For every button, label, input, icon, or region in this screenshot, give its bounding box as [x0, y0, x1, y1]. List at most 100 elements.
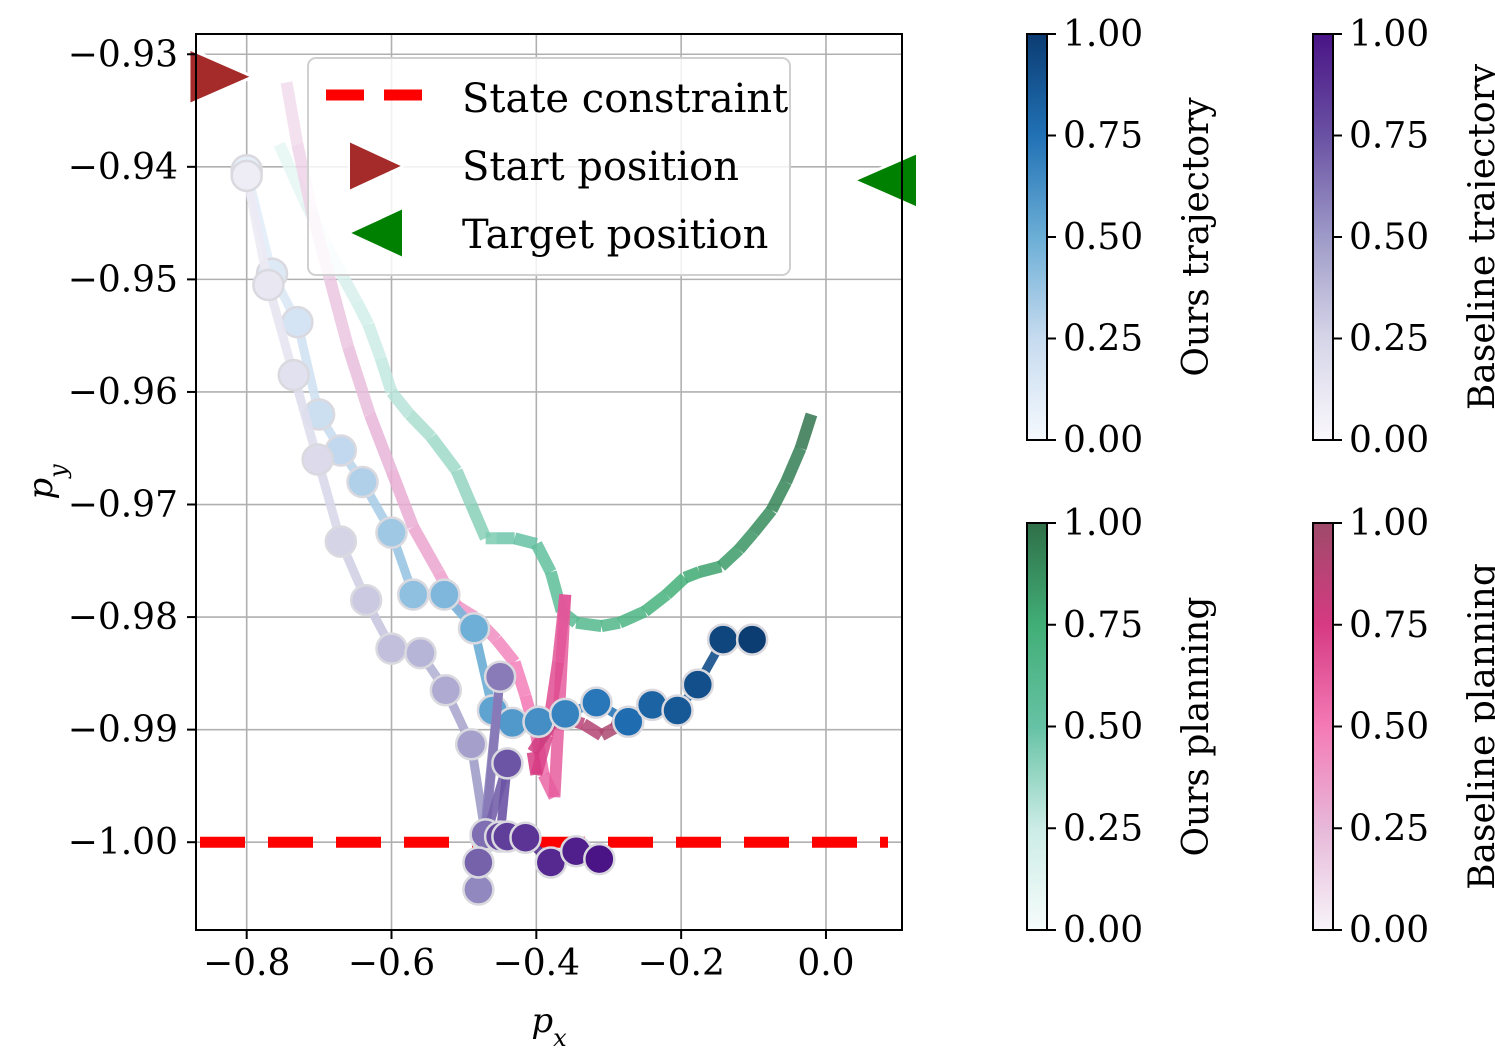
baseline-planning-segment — [598, 722, 619, 741]
colorbar-baseline-planning-bar — [1312, 522, 1334, 931]
colorbar-tick-label: 0.00 — [1349, 420, 1429, 461]
legend-target-swatch — [346, 206, 404, 260]
ours-planning-segment — [374, 356, 398, 394]
ours-trajectory-point — [375, 516, 408, 549]
baseline-planning-segment — [552, 593, 572, 663]
baseline-planning-segment — [408, 524, 444, 575]
ours-planning-segment — [451, 468, 477, 507]
ours-planning-segment — [575, 616, 603, 633]
baseline-planning-segment — [324, 277, 354, 349]
y-tick-label-6: −0.99 — [68, 710, 178, 751]
ours-trajectory-point — [522, 705, 555, 739]
ours-planning-segment — [641, 589, 671, 617]
colorbar-tick-label: 0.25 — [1349, 319, 1429, 360]
ours-planning-segment — [405, 410, 436, 442]
ours-planning-segment — [513, 532, 538, 550]
ours-planning-segment — [748, 506, 777, 537]
ours-trajectory-series — [230, 153, 769, 740]
colorbar-ours-planning-bar — [1026, 522, 1048, 931]
baseline-planning-segment — [364, 412, 398, 473]
baseline-planning-segment — [508, 660, 532, 698]
ours-trajectory-point — [428, 578, 461, 611]
axes: −0.8 −0.6 −0.4 −0.2 0.0 −0.93 −0.94 −0.95 −0.96 −… — [21, 33, 903, 1052]
plot-frame — [195, 33, 903, 931]
ours-planning-segment — [600, 616, 621, 632]
ours-trajectory-point — [612, 705, 645, 739]
baseline-trajectory-point — [375, 632, 408, 665]
colorbar-tick-label: 0.75 — [1063, 605, 1143, 646]
ours-trajectory-point — [396, 578, 430, 611]
x-tick-label-0: −0.8 — [203, 943, 290, 984]
colorbar-ours-planning-label: Ours planning — [1176, 597, 1217, 857]
baseline-trajectory-point — [277, 358, 311, 392]
baseline-trajectory-point — [583, 842, 616, 876]
colorbar-tick-label: 0.75 — [1349, 116, 1429, 157]
y-tick-label-3: −0.96 — [68, 372, 178, 413]
legend-label-0: State constraint — [462, 76, 788, 122]
colorbar-tick-label: 0.75 — [1349, 605, 1429, 646]
legend-start-swatch — [348, 139, 406, 193]
colorbar-tick-label: 0.50 — [1349, 217, 1429, 258]
colorbar-tick-label: 0.00 — [1349, 910, 1429, 951]
baseline-trajectory-point — [462, 873, 495, 906]
legend: State constraint Start position Target pos… — [307, 57, 791, 276]
ours-planning-segment — [273, 141, 311, 204]
ours-planning-segment — [780, 445, 807, 485]
x-tick-label-3: −0.2 — [637, 943, 724, 984]
baseline-planning-segment — [385, 468, 419, 530]
series-layer — [230, 81, 818, 906]
legend-box — [307, 57, 791, 276]
ours-planning-segment — [794, 412, 818, 451]
ours-trajectory-point — [580, 686, 613, 719]
ours-planning-segment — [530, 541, 557, 575]
ours-planning-segment — [362, 322, 387, 361]
baseline-trajectory-point — [252, 268, 285, 302]
target-position-marker — [849, 150, 920, 211]
y-tick-label-1: −0.94 — [68, 147, 178, 188]
baseline-trajectory-segment — [481, 676, 505, 835]
baseline-planning-segment — [280, 81, 304, 146]
ours-planning-segment — [682, 566, 702, 584]
baseline-planning-segment — [580, 718, 605, 741]
ours-planning-segment — [766, 479, 792, 513]
y-tick-label-4: −0.97 — [68, 485, 178, 526]
baseline-trajectory-series — [230, 159, 616, 906]
ours-planning-segment — [465, 502, 492, 541]
baseline-trajectory-point — [230, 159, 263, 193]
ours-trajectory-point — [281, 305, 314, 339]
start-position-marker — [187, 46, 257, 108]
ours-trajectory-point — [661, 694, 694, 727]
colorbar-baseline-trajectory: 0.00 0.25 0.50 0.75 1.00 Baseline trajectory — [1312, 14, 1495, 461]
ours-trajectory-point — [346, 465, 379, 499]
colorbar-tick-label: 0.25 — [1063, 808, 1143, 849]
baseline-trajectory-point — [483, 660, 517, 693]
y-tick-label-5: −0.98 — [68, 597, 178, 638]
baseline-planning-segment — [526, 751, 543, 776]
baseline-trajectory-segment — [242, 174, 273, 286]
ours-trajectory-point — [549, 697, 582, 731]
colorbar-tick-label: 0.50 — [1063, 217, 1143, 258]
baseline-trajectory-point — [349, 583, 383, 617]
y-tick-label-7: −1.00 — [68, 822, 178, 863]
colorbar-tick-label: 0.25 — [1063, 319, 1143, 360]
x-tick-label-1: −0.6 — [348, 943, 435, 984]
ours-planning-segment — [734, 528, 759, 554]
colorbar-baseline-planning-label: Baseline planning — [1462, 563, 1495, 890]
colorbar-baseline-trajectory-label: Baseline trajectory — [1462, 63, 1495, 410]
colorbar-tick-label: 1.00 — [1349, 14, 1429, 55]
y-tick-label-2: −0.95 — [68, 259, 178, 300]
ours-planning-segment — [697, 560, 723, 578]
ours-trajectory-point — [735, 623, 769, 656]
baseline-trajectory-point — [429, 673, 463, 707]
colorbar-tick-label: 0.50 — [1349, 707, 1429, 748]
legend-label-1: Start position — [462, 144, 739, 190]
x-axis-label: px — [531, 1001, 567, 1052]
y-tick-label-0: −0.93 — [68, 34, 178, 75]
baseline-trajectory-point — [491, 747, 524, 780]
baseline-planning-segment — [491, 635, 520, 666]
ours-planning-segment — [662, 573, 689, 599]
ours-planning-segment — [386, 388, 415, 419]
colorbar-tick-label: 1.00 — [1063, 503, 1143, 544]
